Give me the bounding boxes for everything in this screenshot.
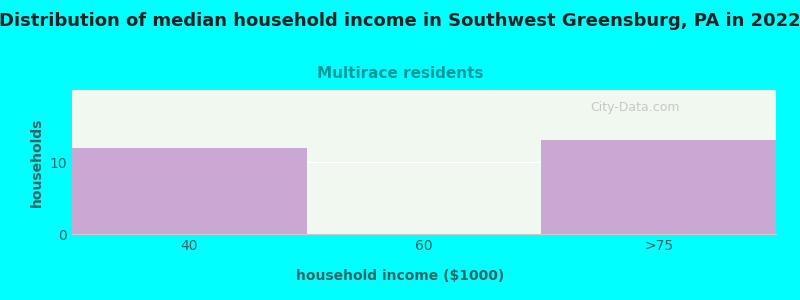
- Text: City-Data.com: City-Data.com: [590, 101, 680, 114]
- Text: Multirace residents: Multirace residents: [317, 66, 483, 81]
- Text: Distribution of median household income in Southwest Greensburg, PA in 2022: Distribution of median household income …: [0, 12, 800, 30]
- Bar: [72, 148, 306, 234]
- Y-axis label: households: households: [30, 117, 44, 207]
- Bar: [542, 140, 776, 234]
- Text: household income ($1000): household income ($1000): [296, 269, 504, 283]
